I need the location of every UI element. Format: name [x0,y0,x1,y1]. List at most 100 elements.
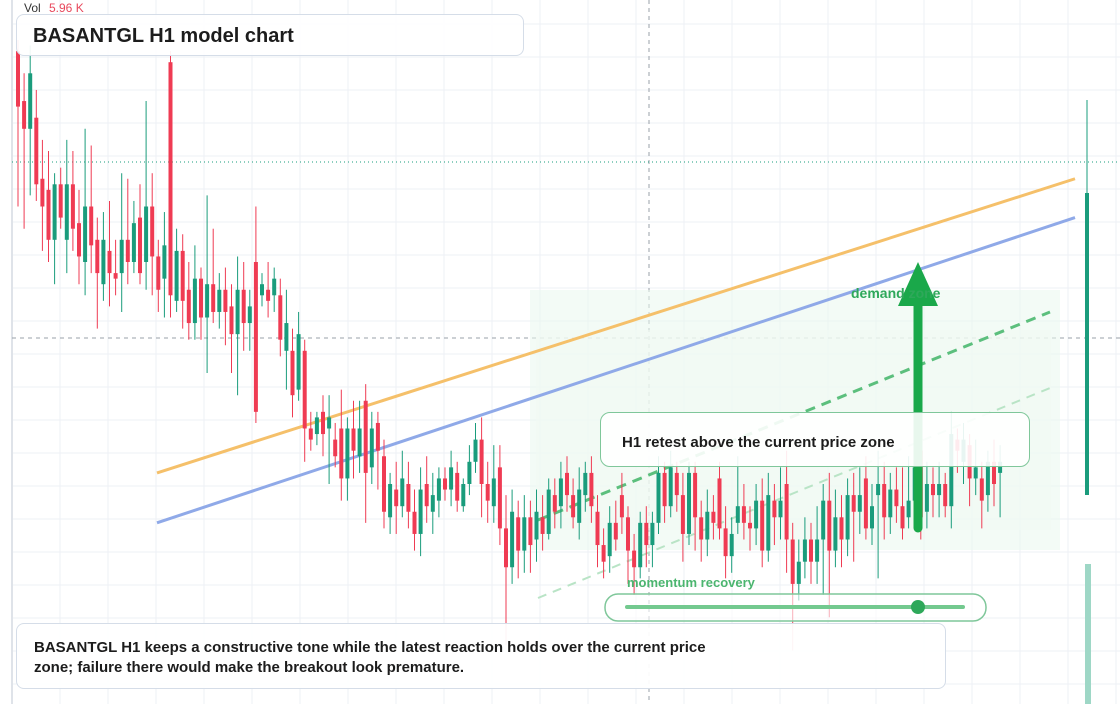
candle [253,206,258,423]
candle-body [504,528,508,568]
candle-body [168,62,173,296]
candle-body [723,528,728,557]
candle [394,461,399,534]
candle [369,411,374,484]
analysis-note: BASANTGL H1 keeps a constructive tone wh… [16,623,946,689]
candle-body [436,478,441,501]
candle-body [247,306,252,324]
retest-callout-text: H1 retest above the current price zone [622,434,895,451]
candle [558,461,563,529]
candle [583,461,588,512]
candle [290,328,295,418]
candle-body [314,417,319,435]
candle [711,495,716,540]
candle-body [931,484,935,496]
candle [546,478,551,540]
candle-body [77,223,81,257]
candle-body [235,289,240,335]
candle [241,262,246,351]
candle [119,173,124,312]
candle-layer [16,40,1091,704]
candle [400,450,405,518]
candle [979,461,984,529]
candle-body [705,511,710,540]
candle-body [839,517,844,540]
candle [876,450,881,579]
candle-body [766,495,771,551]
candle [95,217,100,329]
candle-body [565,472,569,496]
candle-body [540,517,545,534]
candle-body [321,411,325,435]
candle-body [937,484,942,496]
candle [40,139,45,251]
momentum-recovery-label: momentum recovery [627,575,756,590]
candle [680,472,685,562]
title-card: BASANTGL H1 model chart [16,14,524,56]
candle-body [534,511,539,540]
candle [46,151,51,262]
candle [931,467,935,518]
candle-body [162,245,167,279]
candle-body [778,500,783,518]
candle-body [205,284,210,318]
candle-body [510,511,515,568]
candle-body [863,478,868,529]
candle [34,89,39,201]
candle [619,472,624,534]
candle-body [949,434,954,507]
candle [870,484,874,546]
candle-body [906,500,911,518]
candle-body [339,428,344,479]
candle-body [711,511,716,523]
candle-body [333,439,338,457]
candle-body [601,545,606,562]
candle-body [577,489,582,523]
candle [766,472,771,562]
candle-body [479,439,484,484]
candle-body [327,417,332,429]
candle [485,461,490,523]
candle-body [851,495,856,512]
candle [144,101,149,290]
candle-body [772,500,777,518]
candle [211,228,216,324]
candle [845,478,850,557]
candle-body [546,489,551,534]
candle-body [400,478,405,507]
candle [443,467,447,501]
candle [552,478,557,529]
candle [113,239,118,296]
candle [418,467,423,557]
candle [924,461,929,529]
candle-body [687,472,691,534]
candle [729,517,734,573]
candle [382,439,386,529]
candle [430,472,435,534]
candle [192,245,197,340]
candle [662,461,667,523]
candle [504,495,508,645]
candle-body [595,511,600,546]
candle-body [845,495,850,540]
candle-body [809,539,813,562]
candle [406,461,411,529]
candle-body [748,522,752,529]
projection-line-light [537,387,1051,599]
candle-body [516,517,521,551]
candle-body [827,500,832,551]
candle [723,506,728,579]
volume-bar [1085,564,1091,704]
candle [491,445,496,523]
candle [534,489,539,562]
candle [613,500,618,551]
candle [205,195,210,373]
candle-body [674,472,679,496]
candle [247,289,252,351]
candle-body [266,289,271,301]
candle [906,456,911,529]
demand-arrow-head [898,262,938,306]
candle [741,484,746,540]
candle [565,456,569,512]
